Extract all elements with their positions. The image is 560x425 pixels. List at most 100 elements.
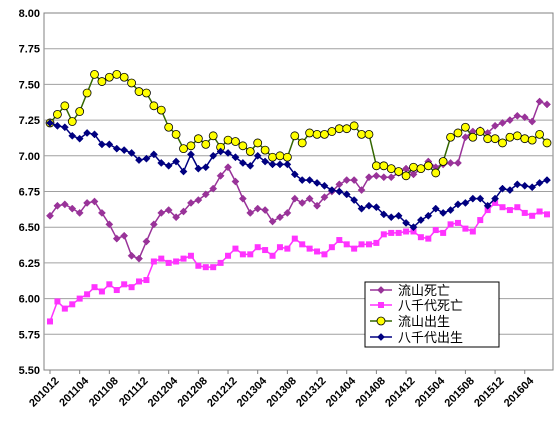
data-point [364,129,374,139]
data-point [327,127,337,136]
data-point [112,234,121,243]
data-point [84,291,91,298]
data-point [268,217,277,226]
data-point [97,208,106,217]
data-point [505,132,515,142]
data-point [238,158,247,167]
data-point [224,163,232,172]
data-point [186,141,196,151]
data-point [350,196,359,205]
data-point [491,121,500,130]
data-point [395,229,402,236]
legend-label-0: 流山死亡 [398,283,450,298]
data-point [290,170,299,179]
data-point [76,295,83,302]
data-point [416,164,426,174]
data-point [75,134,84,143]
series-2 [45,70,552,181]
data-point [512,131,522,141]
data-point [432,227,439,234]
data-point [275,151,285,161]
data-point [365,241,372,248]
data-point [209,151,218,160]
legend-box [364,281,500,348]
data-point [156,105,166,115]
data-point [113,287,120,294]
data-point [54,298,61,305]
data-point [468,132,478,142]
data-point [298,198,307,207]
data-point [469,228,476,235]
data-point [446,206,455,215]
data-point [90,70,99,79]
y-tick-label: 6.00 [19,294,40,306]
data-point [209,184,218,193]
data-point [484,207,491,214]
data-point [313,201,321,210]
data-point [194,196,203,205]
data-point [82,88,92,98]
data-point [499,204,506,211]
data-point [68,204,77,213]
data-point [112,144,121,153]
data-point [172,157,181,166]
data-point [454,158,462,167]
data-point [447,221,454,228]
data-point [53,109,62,119]
data-point [172,213,181,222]
data-point [403,228,410,235]
data-point [91,284,98,291]
data-point [98,288,105,295]
data-point [142,88,151,98]
y-tick-label: 7.50 [19,79,40,91]
data-point [321,251,328,258]
data-point [238,194,247,203]
data-point [231,137,240,146]
data-point [327,186,336,195]
data-point [290,194,299,203]
y-tick-label: 5.50 [19,365,40,377]
data-point [201,190,210,199]
data-point [483,134,493,144]
data-point [387,213,396,222]
data-point [136,278,143,285]
data-point [150,258,157,265]
data-point [179,144,188,154]
data-point [468,194,477,203]
data-point [217,259,224,266]
data-point [231,153,240,162]
data-point [224,148,232,157]
data-point [90,130,99,139]
data-point [490,134,500,144]
data-point [134,87,144,96]
data-point [142,154,151,163]
data-point [513,180,522,189]
data-point [187,252,194,259]
data-point [535,129,544,139]
data-point [402,218,411,227]
data-point [379,161,389,171]
data-point [320,181,329,190]
data-point [97,77,107,86]
data-point [475,127,485,136]
data-point [276,160,284,169]
data-point [535,97,544,106]
data-point [164,206,173,215]
data-point [440,229,447,236]
data-point [342,124,352,134]
data-point [544,211,550,218]
data-point [246,208,255,217]
data-point [514,204,521,211]
data-point [253,151,262,160]
data-point [284,245,291,252]
data-point [424,211,433,220]
data-point [127,78,136,88]
data-point [334,124,344,134]
data-point [276,213,284,222]
data-point [506,207,513,214]
data-point [128,284,135,291]
data-point [142,237,151,246]
data-point [536,208,543,215]
data-point [149,150,158,159]
legend-label-1: 八千代死亡 [398,298,463,313]
